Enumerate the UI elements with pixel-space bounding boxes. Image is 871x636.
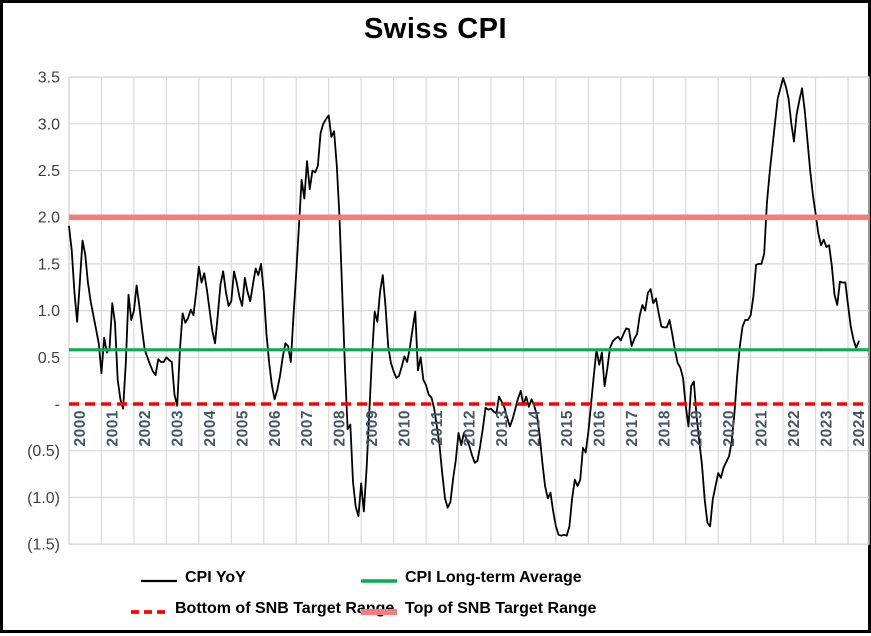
plot-area: 3.5 3.0 2.5 2.0 1.5 1.0 0.5 - (0.5) (1.0) (1.5) 200… bbox=[27, 70, 870, 554]
x-tick-label: 2004 bbox=[202, 410, 219, 446]
legend: CPI YoY CPI Long-term Average Bottom of … bbox=[3, 3, 868, 630]
x-tick-label: 2000 bbox=[72, 410, 89, 446]
x-tick-label: 2012 bbox=[462, 410, 479, 446]
x-tick-label: 2014 bbox=[526, 410, 543, 446]
x-tick-label: 2019 bbox=[689, 410, 706, 446]
legend-label: CPI YoY bbox=[185, 569, 246, 586]
x-tick-label: 2010 bbox=[397, 410, 414, 446]
y-tick-label: (1.0) bbox=[27, 490, 60, 507]
legend-label: Bottom of SNB Target Range bbox=[175, 600, 395, 617]
x-tick-label: 2009 bbox=[364, 410, 381, 446]
x-tick-label: 2007 bbox=[299, 410, 316, 446]
y-tick-label: - bbox=[55, 397, 60, 414]
x-tick-label: 2020 bbox=[721, 410, 738, 446]
x-tick-label: 2013 bbox=[494, 410, 511, 446]
legend-swatch-top-of-snb-target-range bbox=[361, 604, 397, 615]
series-cpi-yoy bbox=[68, 77, 860, 537]
legend-swatch-cpi-long-term-average bbox=[361, 573, 397, 583]
y-tick-label: 1.0 bbox=[38, 303, 60, 320]
y-tick-label: 3.0 bbox=[38, 116, 60, 133]
x-tick-label: 2003 bbox=[169, 410, 186, 446]
legend-swatch-bottom-of-snb-target-range bbox=[131, 604, 167, 614]
x-tick-label: 2018 bbox=[656, 410, 673, 446]
legend-swatch-cpi-yoy bbox=[141, 573, 177, 583]
x-tick-label: 2022 bbox=[786, 410, 803, 446]
x-tick-label: 2011 bbox=[429, 410, 446, 446]
x-tick-label: 2017 bbox=[624, 410, 641, 446]
x-tick-label: 2024 bbox=[851, 410, 868, 446]
chart-title: Swiss CPI bbox=[363, 13, 508, 45]
y-tick-label: (0.5) bbox=[27, 443, 60, 460]
x-tick-label: 2006 bbox=[267, 410, 284, 446]
x-tick-label: 2015 bbox=[559, 410, 576, 446]
x-tick-label: 2016 bbox=[591, 410, 608, 446]
legend-label: CPI Long-term Average bbox=[405, 569, 582, 586]
x-tick-label: 2021 bbox=[754, 410, 771, 446]
legend-item-bottom-of-snb-target-range[interactable]: Bottom of SNB Target Range bbox=[131, 600, 394, 618]
x-tick-label: 2001 bbox=[104, 410, 121, 446]
y-tick-label: 1.5 bbox=[38, 256, 60, 273]
x-tick-label: 2002 bbox=[137, 410, 154, 446]
y-tick-label: 2.0 bbox=[38, 210, 60, 227]
y-tick-label: 3.5 bbox=[38, 70, 60, 87]
x-tick-label: 2005 bbox=[234, 410, 251, 446]
plot-border bbox=[68, 76, 870, 545]
x-tick-label: 2023 bbox=[819, 410, 836, 446]
x-tick-label: 2008 bbox=[332, 410, 349, 446]
y-tick-label: 2.5 bbox=[38, 163, 60, 180]
legend-item-cpi-yoy[interactable]: CPI YoY bbox=[141, 569, 246, 587]
legend-label: Top of SNB Target Range bbox=[405, 600, 597, 617]
legend-item-top-of-snb-target-range[interactable]: Top of SNB Target Range bbox=[361, 600, 596, 618]
legend-item-cpi-long-term-average[interactable]: CPI Long-term Average bbox=[361, 569, 582, 587]
y-tick-label: 0.5 bbox=[38, 350, 60, 367]
y-tick-label: (1.5) bbox=[27, 537, 60, 554]
